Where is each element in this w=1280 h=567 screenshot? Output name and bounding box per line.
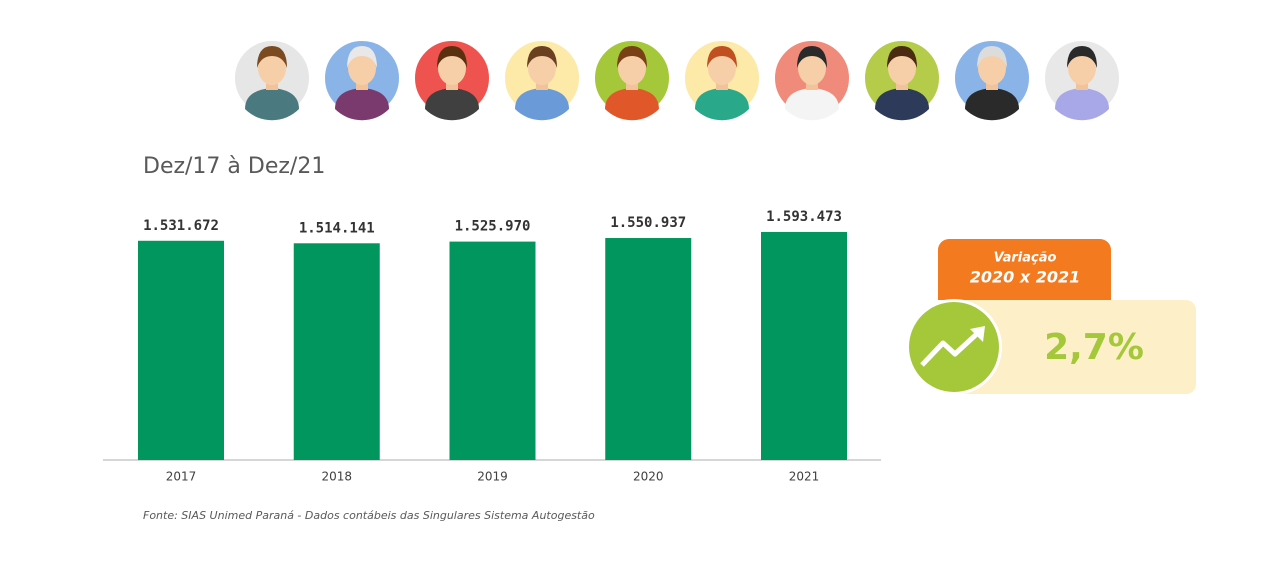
value-label: 1.550.937	[610, 215, 686, 231]
trend-arrow	[920, 329, 982, 367]
value-label: 1.531.672	[143, 218, 219, 234]
avatar-head	[978, 51, 1006, 85]
avatar-hair	[887, 46, 917, 68]
avatar-hair	[707, 46, 737, 68]
avatar-head	[438, 51, 466, 85]
arrow-head	[970, 326, 985, 342]
avatar-body	[875, 88, 929, 121]
bar	[449, 241, 536, 460]
icon-circle	[909, 302, 999, 392]
x-tick-label: 2020	[633, 470, 664, 484]
avatar-body	[335, 88, 389, 121]
x-tick-label: 2021	[789, 470, 820, 484]
chart-title: Dez/17 à Dez/21	[143, 154, 325, 179]
x-tick-label: 2017	[166, 470, 197, 484]
avatar-body	[785, 88, 839, 121]
avatar-body	[695, 88, 749, 121]
x-tick-label: 2018	[321, 470, 352, 484]
bar	[293, 243, 380, 460]
avatar-hair	[617, 46, 647, 68]
avatar-hair	[347, 46, 377, 68]
avatar-head	[348, 51, 376, 85]
avatar-head	[1068, 51, 1096, 85]
avatar-hair	[527, 46, 557, 68]
avatar-body	[965, 88, 1019, 121]
bar	[138, 240, 224, 460]
avatar-head	[258, 51, 286, 85]
bar	[605, 238, 692, 460]
avatar-hair	[437, 46, 467, 68]
avatar-head	[798, 51, 826, 85]
value-label: 1.514.141	[299, 220, 375, 236]
badge-value: 2,7%	[1044, 327, 1144, 368]
badge-period: 2020 x 2021	[970, 268, 1081, 287]
avatar-head	[528, 51, 556, 85]
badge-header	[938, 239, 1111, 300]
value-label: 1.593.473	[766, 209, 842, 225]
avatar-hair	[1067, 46, 1097, 68]
avatar-head	[708, 51, 736, 85]
avatar-hair	[257, 46, 287, 68]
value-label: 1.525.970	[455, 219, 531, 235]
variation-badge: Variação 2020 x 2021 2,7%	[906, 239, 1196, 395]
badge-body	[940, 300, 1196, 394]
avatar-body	[605, 88, 659, 121]
avatar-body	[245, 88, 299, 121]
bar	[761, 231, 847, 460]
x-tick-label: 2019	[477, 470, 508, 484]
avatar-hair	[797, 46, 827, 68]
source-note: Fonte: SIAS Unimed Paraná - Dados contáb…	[143, 509, 595, 522]
badge-title: Variação	[994, 251, 1057, 266]
avatar-body	[515, 88, 569, 121]
avatar-body	[425, 88, 479, 121]
avatar-hair	[977, 46, 1007, 68]
avatar-body	[1055, 88, 1109, 121]
avatars	[233, 39, 1121, 121]
avatar-head	[618, 51, 646, 85]
avatar-head	[888, 51, 916, 85]
